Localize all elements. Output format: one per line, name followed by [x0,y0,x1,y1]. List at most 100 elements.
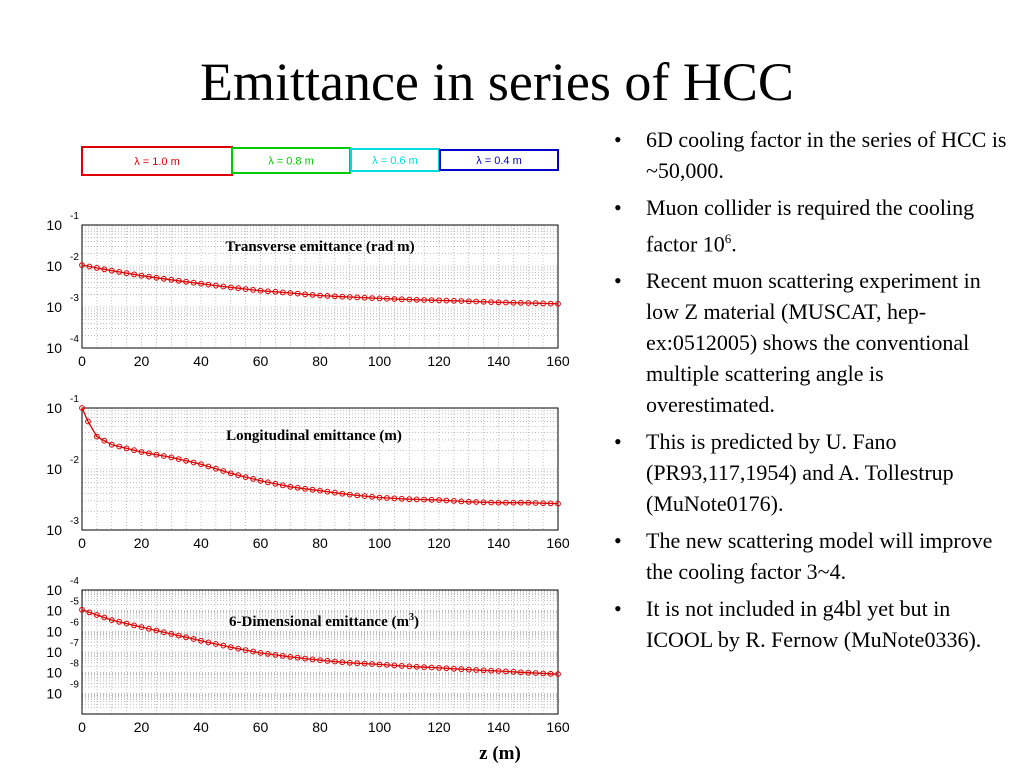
data-point [525,499,532,506]
x-tick-label: 20 [134,353,150,369]
data-point [555,500,561,507]
data-point [398,663,405,669]
y-tick-exponent: -7 [70,638,79,649]
bullet-text-tail: . [731,231,737,257]
data-point [79,606,85,613]
data-point [160,629,167,636]
bullet-item: • Recent muon scattering experiment in lo… [614,265,1014,420]
data-point [138,449,145,455]
data-point [332,293,338,300]
data-point [346,659,353,666]
data-point [503,499,509,506]
data-point [369,661,376,667]
data-point [294,290,301,297]
plot-frame [81,589,559,715]
data-point [309,486,316,493]
data-point [525,669,532,676]
data-point [257,650,264,656]
data-point [428,664,435,671]
data-point [131,622,138,629]
data-point [317,292,323,299]
bullet-item: • The new scattering model will improve t… [614,525,1014,587]
y-tick-label: 10 [46,623,62,639]
data-point [421,496,428,503]
data-point [517,300,524,306]
plot-frame [81,407,559,531]
data-point [406,296,413,303]
data-point [540,670,546,677]
data-point [413,663,420,670]
bullet-item: • Muon collider is required the cooling f… [614,192,1014,259]
data-point [473,298,480,305]
data-point [309,292,316,298]
data-point [168,631,175,637]
x-tick-label: 60 [253,353,269,369]
x-tick-label: 140 [487,353,511,369]
data-point [146,625,152,632]
x-tick-label: 160 [546,353,570,369]
bullet-text: Recent muon scattering experiment in low… [646,268,981,418]
data-point [369,295,376,302]
data-point [190,636,197,642]
legend-item: λ = 0.8 m [231,147,351,174]
y-tick-label: 10 [46,461,62,477]
data-point [384,295,390,302]
data-point [547,300,554,307]
chart-title-tail: ) [414,614,419,630]
data-point [85,418,91,425]
data-point [532,300,539,307]
data-point [116,269,123,275]
bullet-list: • 6D cooling factor in the series of HCC … [614,124,1014,661]
y-tick-exponent: -1 [70,211,79,222]
bullet-dot-icon: • [614,195,622,220]
data-point [302,291,309,298]
data-point [465,666,472,673]
data-point [413,496,420,503]
data-point [123,620,130,627]
x-tick-label: 120 [427,535,451,551]
data-point [451,498,457,504]
data-point [317,657,323,664]
data-point [302,655,309,662]
data-point [369,493,376,500]
data-point [279,482,286,489]
y-tick-label: 10 [46,644,62,660]
y-tick-label: 10 [46,340,62,356]
data-point [94,265,100,271]
x-tick-label: 120 [427,353,451,369]
chart-title-superscript: 3 [409,612,414,623]
data-point [540,500,546,507]
data-point [220,468,227,474]
data-point [421,297,428,303]
y-tick-exponent: -1 [70,394,79,405]
y-tick-label: 10 [46,685,62,701]
legend-label: λ = 0.6 m [372,155,418,167]
data-point [391,296,398,302]
chart-title-text: Transverse emittance (rad m) [225,239,414,255]
y-tick-label: 10 [46,603,62,619]
bullet-text: It is not included in g4bl yet but in IC… [646,596,982,653]
x-tick-label: 20 [134,535,150,551]
data-point [131,271,138,278]
data-point [339,490,346,497]
data-point [398,495,405,502]
data-point [242,286,249,293]
y-tick-label: 10 [46,258,62,274]
legend-swatch [81,146,233,176]
data-point [213,641,219,647]
x-tick-label: 100 [368,719,392,735]
bullet-item: • This is predicted by U. Fano (PR93,117,… [614,426,1014,519]
bullet-superscript: 6 [724,231,732,246]
data-point [79,405,85,411]
x-tick-label: 0 [78,353,86,369]
data-point [458,666,465,673]
data-point [235,645,242,652]
data-point [220,283,227,290]
data-point [406,663,413,670]
data-point [220,642,227,649]
y-tick-exponent: -4 [70,334,79,345]
data-point [205,281,212,288]
data-point [183,634,190,641]
x-axis-label: z (m) [479,743,521,764]
data-point [376,494,383,501]
